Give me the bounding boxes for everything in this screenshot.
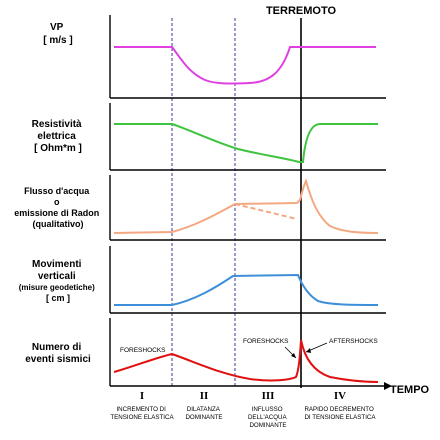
resistivity-label-line: elettrica bbox=[37, 131, 76, 142]
phase-desc-line: DOMINANTE bbox=[249, 422, 286, 429]
phase-desc-line: RAPIDO DECREMENTO bbox=[304, 406, 374, 413]
phase-desc-4: RAPIDO DECREMENTO DI TENSIONE ELASTICA bbox=[304, 406, 376, 421]
aftershocks-label: AFTERSHOCKS bbox=[329, 338, 378, 345]
foreshocks-label-left: FORESHOCKS bbox=[120, 347, 166, 354]
phase-desc-line: DOMINANTE bbox=[185, 414, 222, 421]
phase-numeral-1: I bbox=[140, 390, 144, 402]
vp-curve bbox=[114, 46, 376, 85]
water-flow-label-line: o bbox=[54, 197, 60, 207]
panel-vertical-movement: Movimenti verticali (misure geodetiche) … bbox=[19, 246, 386, 314]
seismic-events-label-line: Numero di bbox=[32, 342, 82, 353]
panel-label-vertical-movement: Movimenti verticali (misure geodetiche) … bbox=[19, 259, 98, 303]
phase-desc-line: INFLUSSO bbox=[252, 406, 283, 413]
seismic-events-label-line: eventi sismici bbox=[25, 354, 91, 365]
phase-labels: I II III IV INCREMENTO DI TENSIONE ELAST… bbox=[110, 390, 376, 429]
vertical-movement-label-line: [ cm ] bbox=[46, 293, 70, 303]
vertical-movement-curve bbox=[114, 273, 379, 306]
vertical-movement-label-line: verticali bbox=[38, 271, 76, 282]
phase-desc-line: DELL'ACQUA bbox=[248, 414, 288, 421]
phase-desc-1: INCREMENTO DI TENSIONE ELASTICA bbox=[110, 406, 174, 421]
resistivity-curve bbox=[114, 123, 378, 163]
aftershocks-arrowhead bbox=[306, 348, 311, 353]
panel-resistivity: Resistività elettrica [ Ohm*m ] bbox=[32, 103, 386, 171]
phase-numeral-4: IV bbox=[334, 390, 346, 402]
earthquake-label: TERREMOTO bbox=[266, 5, 337, 17]
phase-desc-line: INCREMENTO DI bbox=[116, 406, 166, 413]
time-axis-label: TEMPO bbox=[390, 384, 430, 396]
vp-label-line: [ m/s ] bbox=[43, 35, 72, 46]
resistivity-label-line: [ Ohm*m ] bbox=[34, 143, 82, 154]
phase-numeral-2: II bbox=[200, 390, 209, 402]
vertical-movement-label-line: (misure geodetiche) bbox=[19, 283, 95, 292]
phase-desc-line: DI TENSIONE ELASTICA bbox=[304, 414, 376, 421]
water-flow-curve bbox=[113, 178, 379, 234]
panel-label-resistivity: Resistività elettrica [ Ohm*m ] bbox=[32, 119, 85, 154]
water-flow-label-line: Flusso d'acqua bbox=[24, 186, 90, 196]
phase-desc-2: DILATANZA DOMINANTE bbox=[185, 406, 222, 421]
water-flow-label-line: emissione di Radon bbox=[14, 208, 99, 218]
panel-label-vp: VP [ m/s ] bbox=[43, 22, 72, 46]
panel-label-seismic-events: Numero di eventi sismici bbox=[25, 342, 91, 365]
vertical-movement-label-line: Movimenti bbox=[32, 259, 82, 270]
phase-numeral-3: III bbox=[262, 390, 275, 402]
vp-label-line: VP bbox=[50, 22, 64, 33]
phase-desc-3: INFLUSSO DELL'ACQUA DOMINANTE bbox=[248, 406, 288, 429]
panel-label-water-flow: Flusso d'acqua o emissione di Radon (qua… bbox=[14, 186, 102, 229]
seismic-events-curve bbox=[113, 339, 379, 383]
water-flow-dashed-branch bbox=[234, 203, 298, 220]
resistivity-label-line: Resistività bbox=[32, 119, 82, 130]
phase-desc-line: DILATANZA bbox=[187, 406, 221, 413]
phase-desc-line: TENSIONE ELASTICA bbox=[110, 414, 174, 421]
time-axis-arrowhead bbox=[384, 382, 392, 390]
panel-seismic-events: Numero di eventi sismici FORESHOCKS FORE… bbox=[25, 318, 430, 396]
panel-vp: VP [ m/s ] bbox=[43, 15, 386, 99]
water-flow-label-line: (qualitativo) bbox=[33, 219, 84, 229]
foreshocks-label-right: FORESHOCKS bbox=[243, 338, 289, 345]
panel-water-flow: Flusso d'acqua o emissione di Radon (qua… bbox=[14, 175, 386, 241]
foreshocks-arrowhead bbox=[291, 353, 296, 358]
